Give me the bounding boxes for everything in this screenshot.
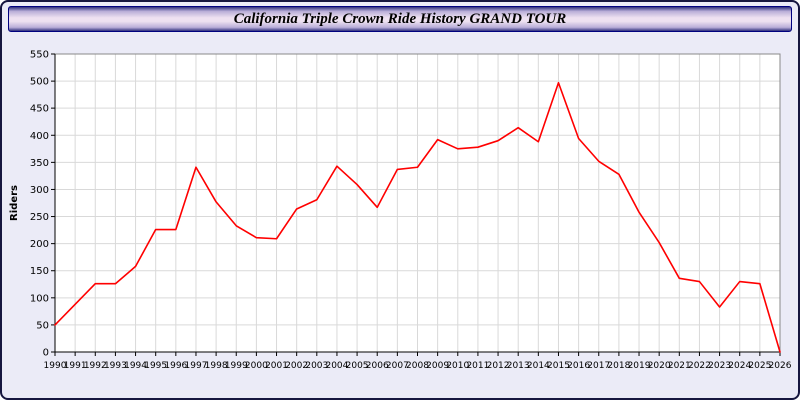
x-tick-label: 2016	[567, 361, 590, 371]
chart-area: 0 50 100 150 200 250 300 350 400 450 500 550 1990 199…	[6, 40, 796, 398]
y-tick-label: 0	[43, 348, 49, 359]
x-tick-label: 2026	[769, 361, 792, 371]
x-tick-label: 1993	[104, 361, 127, 371]
x-tick-label: 2000	[245, 361, 268, 371]
x-tick-label: 1992	[84, 361, 107, 371]
y-tick-label: 250	[30, 212, 49, 223]
x-tick-label: 2003	[305, 361, 328, 371]
x-tick-label: 2009	[426, 361, 449, 371]
y-tick-label: 50	[36, 320, 49, 331]
x-tick-label: 1990	[44, 361, 67, 371]
x-tick-label: 2020	[648, 361, 671, 371]
x-tick-label: 2021	[668, 361, 691, 371]
x-tick-label: 2008	[406, 361, 429, 371]
x-tick-label: 2025	[748, 361, 771, 371]
y-tick-label: 100	[30, 293, 49, 304]
x-tick-label: 1994	[124, 361, 147, 371]
x-tick-label: 2005	[346, 361, 369, 371]
x-tick-label: 2011	[466, 361, 489, 371]
x-tick-label: 2018	[607, 361, 630, 371]
y-tick-label: 550	[30, 50, 49, 61]
x-tick-label: 2014	[527, 361, 550, 371]
x-tick-label: 2013	[507, 361, 530, 371]
x-tick-label: 1996	[164, 361, 187, 371]
x-tick-label: 2010	[446, 361, 469, 371]
x-tick-label: 2024	[728, 361, 751, 371]
x-tick-label: 2002	[285, 361, 308, 371]
x-tick-label: 2015	[547, 361, 570, 371]
x-tick-label: 2022	[688, 361, 711, 371]
y-tick-label: 400	[30, 131, 49, 142]
x-tick-label: 2012	[487, 361, 510, 371]
x-tick-label: 2017	[587, 361, 610, 371]
page-title: California Triple Crown Ride History GRA…	[233, 10, 567, 27]
chart-svg: 0501001502002503003504004505005501990199…	[9, 50, 792, 372]
x-tick-label: 1999	[225, 361, 248, 371]
x-tick-label: 1995	[144, 361, 167, 371]
x-tick-label: 2001	[265, 361, 288, 371]
x-tick-label: 1998	[205, 361, 228, 371]
x-tick-label: 2019	[628, 361, 651, 371]
y-tick-label: 200	[30, 239, 49, 250]
x-tick-label: 1991	[64, 361, 87, 371]
y-tick-label: 500	[30, 77, 49, 88]
y-tick-label: 150	[30, 266, 49, 277]
x-tick-label: 2023	[708, 361, 731, 371]
x-tick-label: 2007	[386, 361, 409, 371]
x-tick-label: 1997	[185, 361, 208, 371]
y-axis-title: Riders	[9, 185, 20, 221]
y-tick-label: 350	[30, 158, 49, 169]
x-tick-label: 2006	[366, 361, 389, 371]
y-tick-label: 450	[30, 104, 49, 115]
x-tick-label: 2004	[325, 361, 348, 371]
y-tick-label: 300	[30, 185, 49, 196]
title-bar: California Triple Crown Ride History GRA…	[8, 6, 792, 32]
riders-line	[54, 81, 781, 353]
